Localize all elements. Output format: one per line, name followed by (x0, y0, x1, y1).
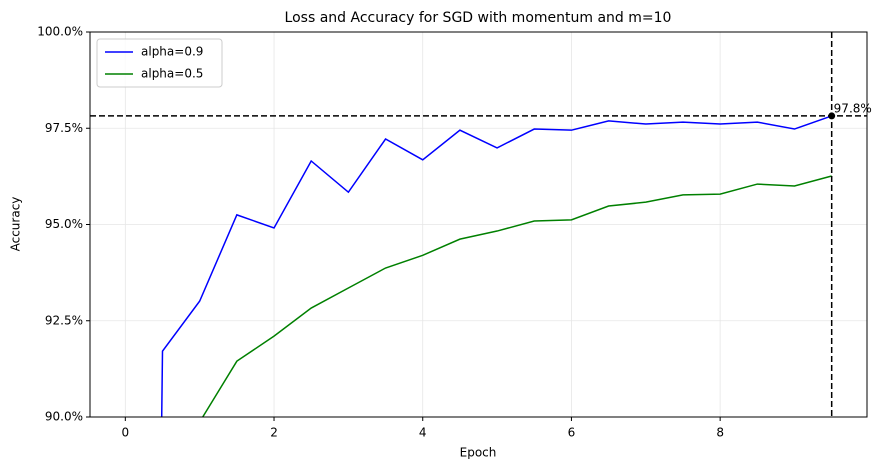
x-tick-label: 2 (270, 426, 278, 440)
x-tick-label: 8 (716, 426, 724, 440)
annotation-point (828, 112, 836, 120)
legend-box (96, 38, 223, 88)
x-axis-label: Epoch (460, 446, 497, 460)
x-tick-label: 6 (568, 426, 576, 440)
x-tick-label: 0 (121, 426, 129, 440)
plot-frame (89, 31, 868, 418)
y-tick-label: 97.5% (45, 121, 83, 135)
plot-area (160, 115, 832, 417)
legend-label: alpha=0.5 (141, 67, 203, 81)
legend-label: alpha=0.9 (141, 45, 203, 59)
y-tick-label: 90.0% (45, 410, 83, 424)
y-tick-label: 100.0% (37, 25, 83, 39)
data-line (201, 175, 832, 417)
y-tick-label: 95.0% (45, 217, 83, 231)
y-tick-label: 92.5% (45, 313, 83, 327)
x-tick-label: 4 (419, 426, 427, 440)
data-line (160, 115, 832, 417)
annotation-label: 97.8% (834, 101, 872, 115)
chart-title: Loss and Accuracy for SGD with momentum … (285, 10, 672, 26)
y-axis-label: Accuracy (9, 197, 23, 252)
